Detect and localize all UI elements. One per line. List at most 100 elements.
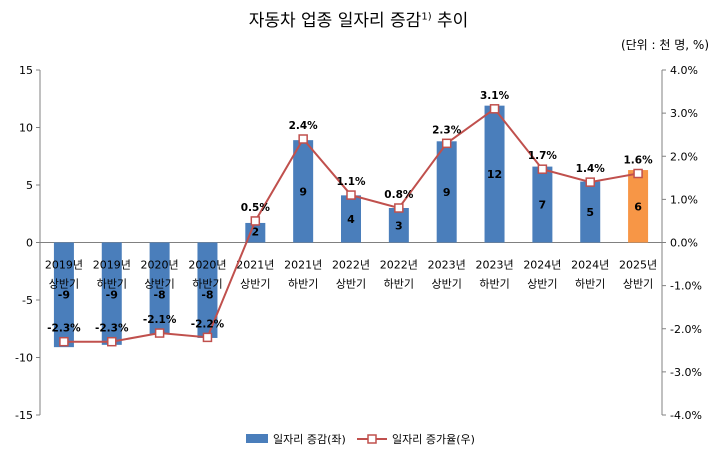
x-tick-label-half: 하반기 [479, 277, 509, 291]
bar-value-label: -9 [58, 289, 70, 302]
line-point [298, 134, 308, 144]
bar [149, 242, 170, 335]
x-tick-label-half: 하반기 [192, 277, 222, 291]
line-point [489, 104, 500, 114]
line-point [250, 216, 261, 226]
x-tick-label-half: 하반기 [575, 277, 605, 291]
y-right-tick-label: 0.0% [670, 237, 698, 250]
x-tick-label-year: 2023년 [428, 259, 466, 272]
y-left-tick-label: -5 [22, 294, 33, 307]
line-point [537, 164, 548, 174]
line-value-label: 2.4% [289, 120, 319, 132]
line-value-label: 1.7% [528, 150, 558, 162]
line-value-label: -2.1% [143, 314, 177, 326]
y-right-tick-label: -1.0% [670, 280, 702, 293]
x-tick-label-year: 2021년 [284, 259, 322, 272]
y-right-tick-label: 3.0% [670, 107, 698, 120]
y-right-tick-label: 2.0% [670, 150, 698, 163]
line-value-label: 2.3% [432, 124, 462, 136]
line-value-label: 0.5% [241, 202, 271, 214]
x-tick-label-year: 2024년 [523, 259, 561, 272]
line-point [441, 138, 452, 149]
x-tick-label-half: 상반기 [240, 278, 270, 291]
chart-title-suffix: 추이 [431, 11, 469, 31]
x-tick-label-year: 2023년 [475, 259, 513, 272]
y-left-tick-label: 15 [19, 64, 33, 77]
line-value-label: 3.1% [480, 90, 510, 102]
legend-bar-label: 일자리 증감(좌) [273, 432, 346, 446]
bar [628, 170, 649, 243]
bar-value-label: 7 [539, 199, 547, 212]
bar-value-label: 3 [395, 219, 403, 232]
bar-value-label: -8 [201, 289, 213, 302]
line-value-label: 0.8% [384, 189, 414, 201]
bar-value-label: 2 [251, 226, 259, 239]
line-value-label: -2.3% [95, 323, 129, 335]
legend-line-marker [367, 434, 377, 444]
x-tick-label-half: 상반기 [623, 278, 653, 291]
chart-title-text: 자동차 업종 일자리 증감 [248, 11, 422, 31]
bar [53, 242, 74, 348]
bar-value-label: -9 [106, 289, 118, 302]
bar-value-label: 9 [443, 186, 451, 199]
x-tick-label-year: 2022년 [380, 259, 418, 272]
x-tick-label-half: 하반기 [97, 277, 127, 291]
bar [341, 195, 361, 243]
x-tick-label-year: 2021년 [236, 259, 274, 272]
y-right-tick-label: 4.0% [670, 64, 698, 77]
bar [293, 140, 314, 243]
chart-title-footnote: 1) [421, 11, 432, 23]
x-tick-label-year: 2020년 [141, 259, 179, 272]
x-tick-label-year: 2020년 [188, 259, 226, 272]
line-point [394, 203, 404, 213]
chart-title: 자동차 업종 일자리 증감1) 추이 [0, 6, 717, 31]
x-tick-label-year: 2019년 [45, 259, 83, 272]
x-tick-label-year: 2022년 [332, 259, 370, 272]
bar [436, 141, 457, 243]
x-tick-label-half: 상반기 [527, 278, 557, 291]
line-value-label: -2.3% [47, 323, 81, 335]
legend-bar-swatch [246, 434, 268, 443]
line-point [346, 190, 356, 200]
x-tick-label-half: 상반기 [432, 278, 462, 291]
x-tick-label-half: 상반기 [144, 278, 174, 291]
x-tick-label-half: 상반기 [336, 278, 366, 291]
y-left-tick-label: -10 [15, 352, 33, 365]
line-value-label: 1.1% [336, 176, 366, 188]
bar-value-label: 12 [487, 168, 502, 181]
bar-value-label: -8 [153, 289, 165, 302]
x-tick-label-half: 하반기 [288, 277, 318, 291]
y-left-tick-label: 0 [26, 237, 33, 250]
bar [245, 222, 266, 243]
x-tick-label-half: 하반기 [384, 277, 414, 291]
bar [532, 166, 553, 243]
y-right-tick-label: 1.0% [670, 193, 698, 206]
line-value-label: 1.6% [624, 155, 654, 167]
y-right-tick-label: -2.0% [670, 323, 702, 336]
legend-line-label: 일자리 증가율(우) [392, 432, 475, 446]
x-tick-label-year: 2025년 [619, 259, 657, 272]
y-right-tick-label: -3.0% [670, 366, 702, 379]
bar-value-label: 6 [634, 200, 642, 213]
bar-value-label: 5 [586, 206, 594, 219]
line-point [59, 336, 69, 347]
line-value-label: 1.4% [576, 163, 606, 175]
line-point [107, 336, 117, 347]
line-value-label: -2.2% [191, 318, 225, 330]
y-right-tick-label: -4.0% [670, 409, 702, 422]
bar-value-label: 4 [347, 213, 355, 226]
bar [580, 181, 601, 243]
x-tick-label-year: 2019년 [93, 259, 131, 272]
bar [101, 242, 122, 345]
bar [484, 105, 505, 243]
x-tick-label-year: 2024년 [571, 259, 609, 272]
line-point [585, 177, 595, 187]
y-left-tick-label: 10 [19, 122, 33, 135]
x-tick-label-half: 상반기 [49, 278, 79, 291]
bar [197, 242, 218, 338]
y-left-tick-label: -15 [15, 409, 33, 422]
line-point [633, 168, 643, 179]
bar [388, 208, 409, 243]
line-point [154, 328, 165, 338]
